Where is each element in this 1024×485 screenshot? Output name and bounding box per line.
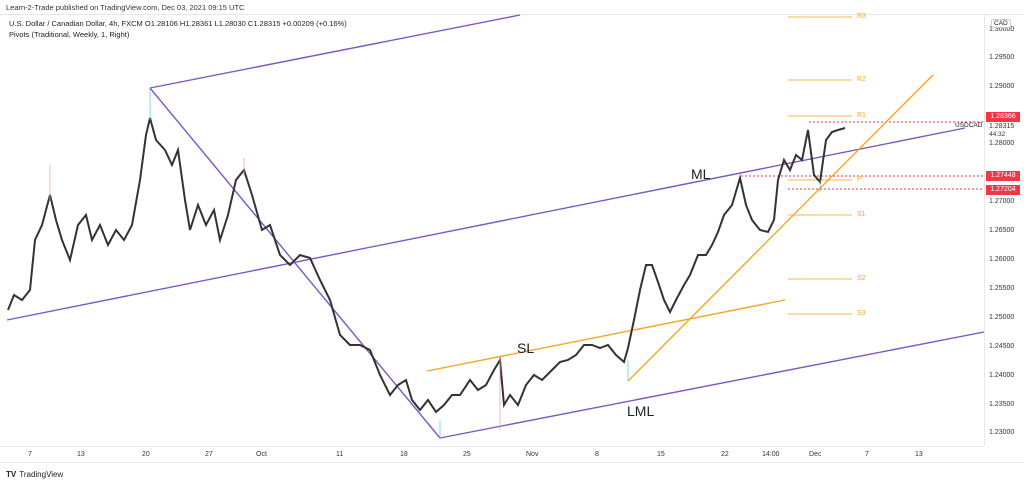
- time-tick: 22: [721, 451, 729, 458]
- currency-badge[interactable]: CAD: [991, 19, 1011, 28]
- annotation-lml: LML: [627, 403, 655, 419]
- time-tick: 18: [400, 451, 408, 458]
- tradingview-logo-icon: TV: [6, 470, 17, 479]
- time-tick: 7: [28, 451, 32, 458]
- price-path: [7, 117, 846, 414]
- legend-indicator: Pivots (Traditional, Weekly, 1, Right): [9, 30, 130, 39]
- price-tick: 1.29000: [989, 83, 1015, 90]
- price-tick: 1.29500: [989, 54, 1015, 61]
- wick-accents: [49, 88, 821, 438]
- price-tick: 1.25500: [989, 285, 1015, 292]
- pivot-label-p: P: [857, 176, 862, 183]
- pivot-label-s1: S1: [857, 211, 866, 218]
- time-tick: 13: [915, 451, 923, 458]
- pivot-label-r2: R2: [857, 76, 866, 83]
- chart-legend: U.S. Dollar / Canadian Dollar, 4h, FXCM …: [9, 18, 347, 40]
- time-tick: Dec: [809, 451, 822, 458]
- price-tick: 1.27000: [989, 198, 1015, 205]
- time-tick: 25: [463, 451, 471, 458]
- time-tick: 14:00: [762, 451, 780, 458]
- pivot-label-s3: S3: [857, 310, 866, 317]
- legend-symbol-ohlc: U.S. Dollar / Canadian Dollar, 4h, FXCM …: [9, 19, 347, 28]
- publisher-header: Learn-2-Trade published on TradingView.c…: [6, 3, 245, 12]
- time-tick: 20: [142, 451, 150, 458]
- time-axis[interactable]: [0, 446, 984, 462]
- price-axis[interactable]: [984, 14, 1024, 446]
- price-label-level-b: 1.27204: [986, 185, 1020, 195]
- dotted-levels: [741, 121, 984, 190]
- price-tick: 1.26000: [989, 256, 1015, 263]
- price-tick: 1.30000: [989, 26, 1015, 33]
- price-label-current: 1.28315: [989, 123, 1015, 130]
- chart-frame: [0, 14, 1024, 463]
- time-tick: 27: [205, 451, 213, 458]
- time-tick: 7: [865, 451, 869, 458]
- price-label-level-a: 1.27448: [986, 171, 1020, 181]
- price-tick: 1.26500: [989, 227, 1015, 234]
- price-tick: 1.28000: [989, 140, 1015, 147]
- annotation-sl: SL: [517, 340, 535, 356]
- price-tick: 1.24000: [989, 372, 1015, 379]
- brand-name: TradingView: [19, 470, 64, 479]
- time-tick: 11: [336, 451, 344, 458]
- time-tick: Nov: [526, 451, 539, 458]
- symbol-tag: USDCAD: [955, 122, 983, 129]
- price-tick: 1.23500: [989, 401, 1015, 408]
- price-tick: 1.25000: [989, 314, 1015, 321]
- time-tick: 8: [595, 451, 599, 458]
- time-tick: 13: [77, 451, 85, 458]
- annotation-ml: ML: [691, 166, 711, 182]
- pivot-label-r3: R3: [857, 13, 866, 20]
- bar-countdown: 44:32: [989, 131, 1006, 138]
- pivot-label-s2: S2: [857, 275, 866, 282]
- pitchfork: [6, 14, 985, 439]
- price-tick: 1.24500: [989, 343, 1015, 350]
- time-tick: 15: [657, 451, 665, 458]
- pivot-label-r1: R1: [857, 112, 866, 119]
- price-tick: 1.23000: [989, 429, 1015, 436]
- tradingview-brand[interactable]: TV TradingView: [6, 470, 63, 479]
- time-tick: Oct: [256, 451, 267, 458]
- price-label-high: 1.28366: [986, 112, 1020, 122]
- orange-trendlines: [426, 74, 934, 382]
